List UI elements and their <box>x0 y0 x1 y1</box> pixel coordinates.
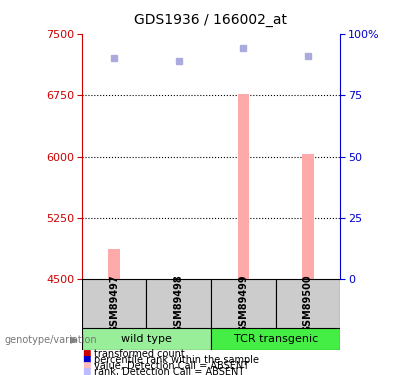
Bar <box>211 328 340 350</box>
Text: GSM89500: GSM89500 <box>303 274 313 333</box>
Bar <box>238 94 249 279</box>
Text: ■: ■ <box>82 367 90 375</box>
Bar <box>108 249 120 279</box>
Bar <box>211 279 276 328</box>
Text: ■: ■ <box>82 355 90 364</box>
Text: ■: ■ <box>82 349 90 358</box>
Text: GSM89498: GSM89498 <box>174 274 184 333</box>
Bar <box>82 279 147 328</box>
Text: GSM89499: GSM89499 <box>238 274 248 333</box>
Text: GDS1936 / 166002_at: GDS1936 / 166002_at <box>134 13 286 27</box>
Text: wild type: wild type <box>121 334 172 344</box>
Bar <box>276 279 340 328</box>
Text: value, Detection Call = ABSENT: value, Detection Call = ABSENT <box>94 361 249 370</box>
Text: ■: ■ <box>82 361 90 370</box>
Text: TCR transgenic: TCR transgenic <box>234 334 318 344</box>
Text: rank, Detection Call = ABSENT: rank, Detection Call = ABSENT <box>94 367 245 375</box>
Bar <box>302 154 314 279</box>
Text: percentile rank within the sample: percentile rank within the sample <box>94 355 260 364</box>
Text: transformed count: transformed count <box>94 349 185 358</box>
Text: GSM89497: GSM89497 <box>109 274 119 333</box>
Bar <box>147 279 211 328</box>
Text: genotype/variation: genotype/variation <box>4 335 97 345</box>
Bar <box>82 328 211 350</box>
